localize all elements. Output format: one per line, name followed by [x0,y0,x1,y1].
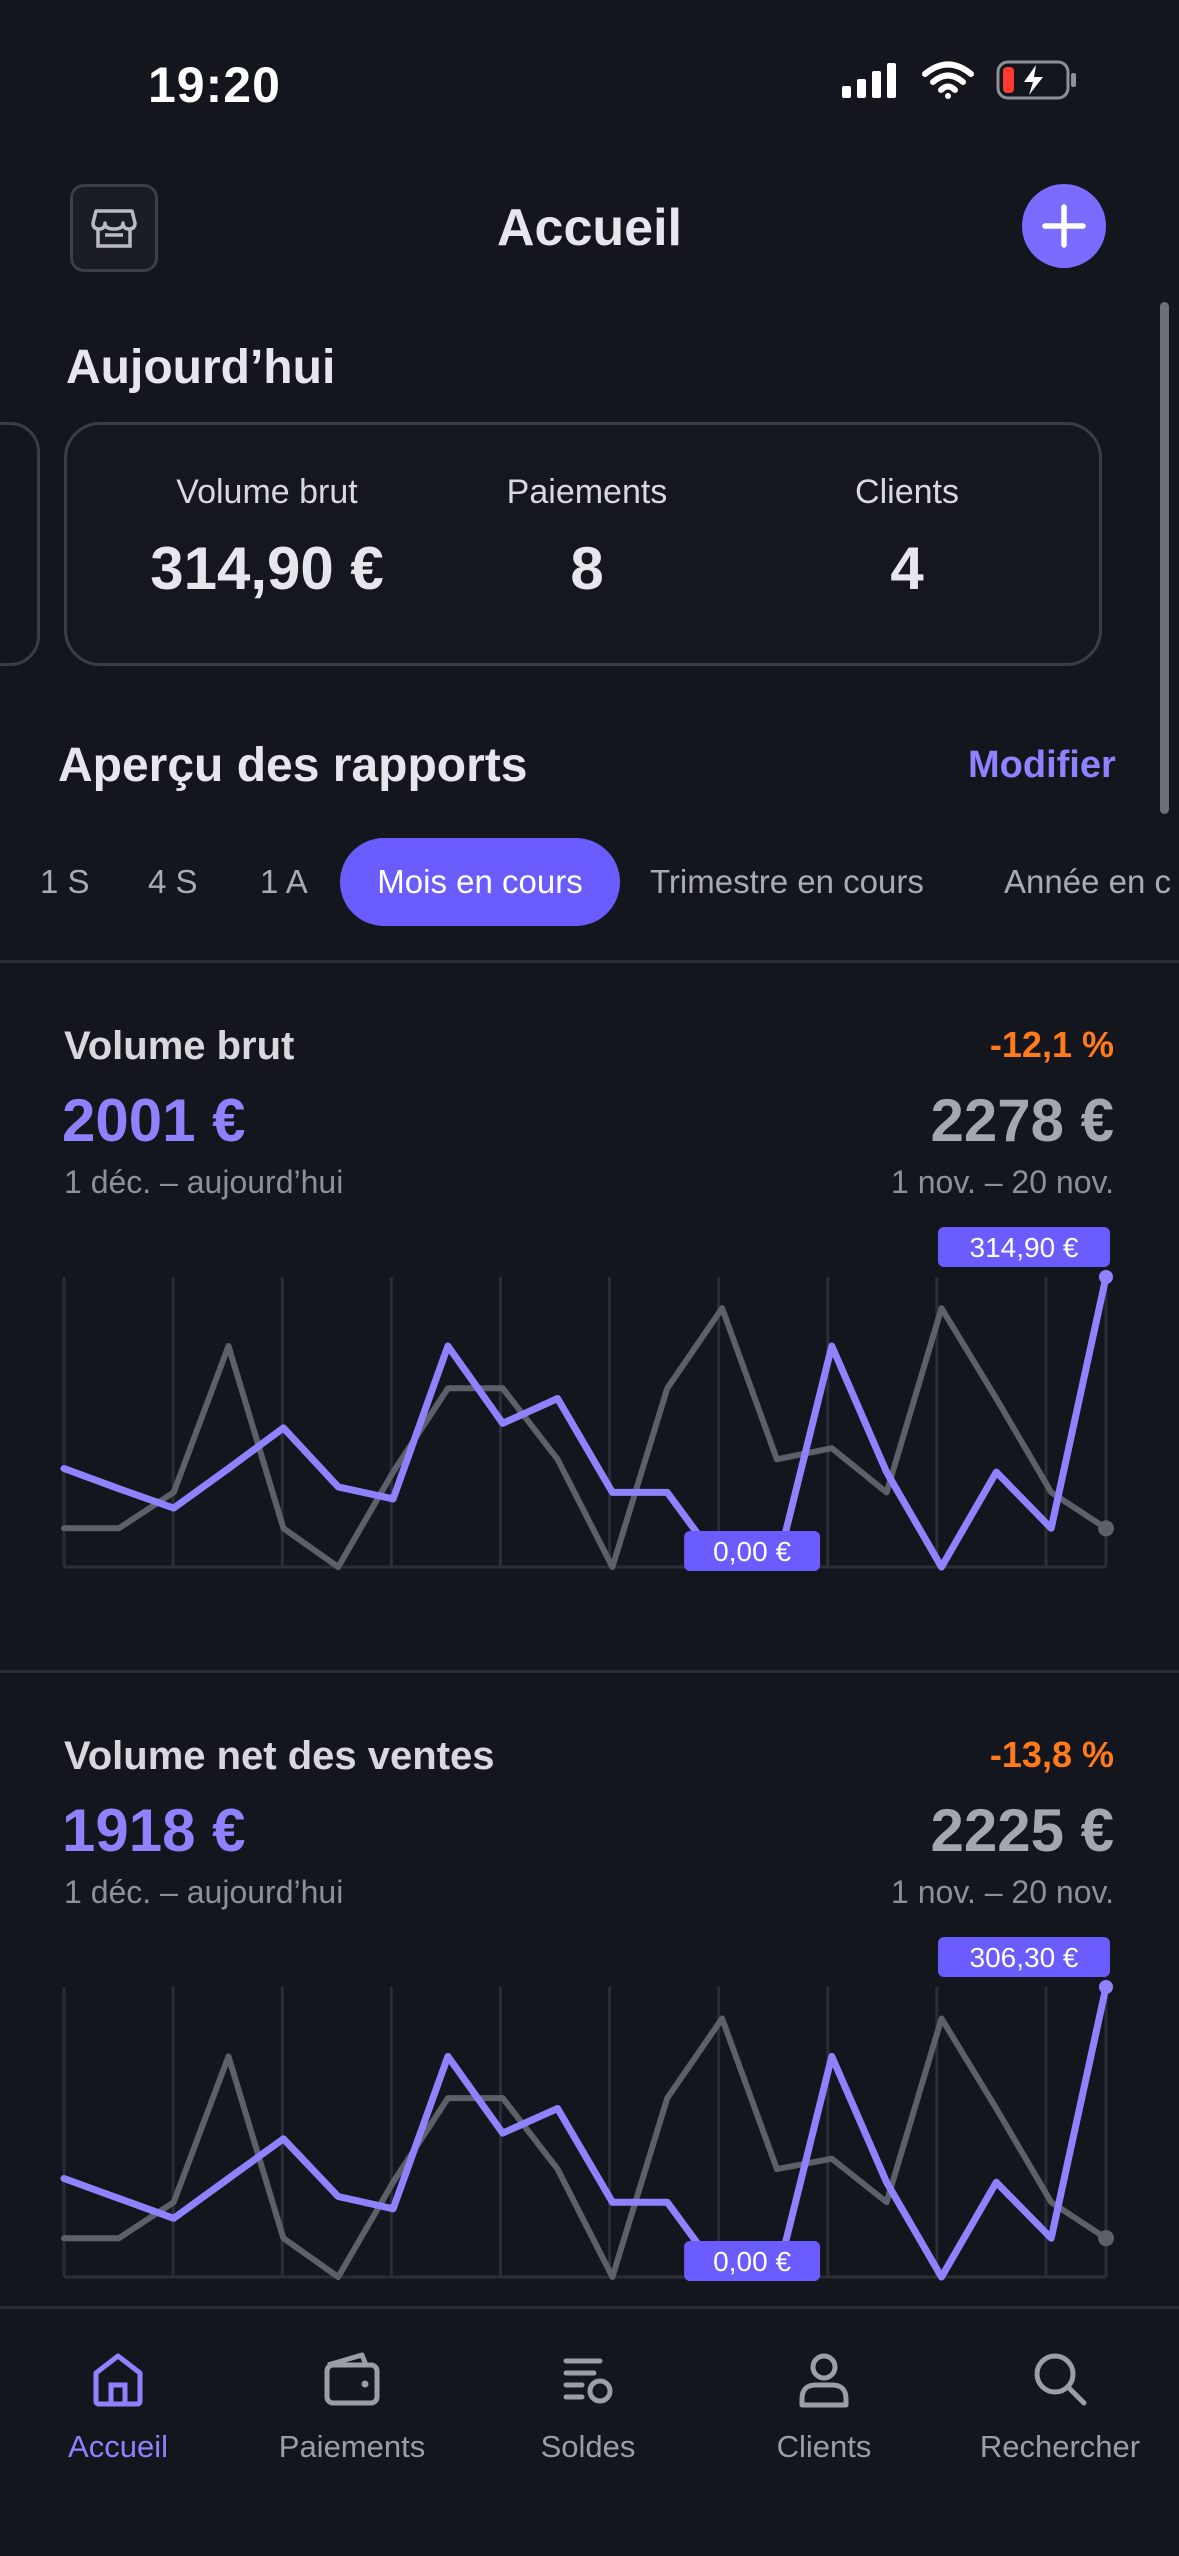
stat-label: Paiements [506,473,668,511]
chart-current-total: 1918 € [62,1797,246,1864]
status-icons [840,60,1078,100]
chart-previous-total: 2225 € [930,1797,1114,1864]
wallet-icon [324,2352,380,2406]
min-value-label-bg [684,2241,821,2281]
person-icon [799,2353,849,2408]
previous-end-point [1098,2230,1114,2247]
nav-search[interactable]: Rechercher [942,2339,1178,2465]
balance-icon [563,2358,613,2404]
tab-1-year[interactable]: 1 A [260,863,308,900]
nav-label: Soldes [540,2429,636,2464]
stat-payments: Paiements 8 [437,473,737,603]
min-value-label: 0,00 € [713,2246,791,2277]
nav-label: Rechercher [979,2429,1141,2464]
chart-current-range: 1 déc. – aujourd’hui [64,1874,344,1910]
stat-clients: Clients 4 [757,473,1057,603]
gross-volume-chart: 314,90 € 0,00 € [60,1227,1114,1571]
chart-title: Volume net des ventes [64,1734,495,1778]
today-title: Aujourd’hui [66,341,336,394]
previous-series-line [61,2015,1109,2280]
min-value-label: 0,00 € [713,1536,791,1567]
chart-current-total: 2001 € [62,1087,246,1154]
status-time: 19:20 [148,57,281,113]
cellular-signal-icon [842,63,896,98]
max-value-label: 314,90 € [970,1232,1079,1263]
current-end-point [1099,1980,1113,1994]
nav-payments[interactable]: Paiements [234,2339,470,2465]
reports-title: Aperçu des rapports [58,739,528,792]
tab-current-year[interactable]: Année en c [1004,863,1171,900]
current-end-point [1099,1270,1113,1284]
chart-previous-total: 2278 € [930,1087,1114,1154]
current-series-line [60,1983,1110,2281]
chart-change: -12,1 % [989,1024,1114,1065]
chart-current-range: 1 déc. – aujourd’hui [64,1164,344,1200]
tab-current-quarter[interactable]: Trimestre en cours [650,863,924,900]
max-value-label-bg [938,1937,1110,1977]
divider [0,960,1179,963]
battery-charging-icon [996,60,1076,100]
bottom-navigation: Accueil Paiements Soldes Clients [0,2306,1179,2556]
add-button[interactable] [1022,184,1106,268]
stat-label: Clients [855,473,959,511]
previous-series-line [61,1305,1109,1570]
chart-previous-range: 1 nov. – 20 nov. [891,1164,1114,1200]
store-button[interactable] [70,184,158,272]
app-header: Accueil [0,170,1179,290]
tab-1-week[interactable]: 1 S [40,863,90,900]
max-value-label-bg [938,1227,1110,1267]
stat-value: 4 [890,535,924,602]
stat-value: 8 [570,535,604,602]
modify-button[interactable]: Modifier [968,744,1116,786]
page-title: Accueil [497,199,682,257]
previous-end-point [1098,1520,1114,1537]
home-icon [93,2353,143,2407]
wifi-icon [922,61,974,99]
chart-section-gross-volume[interactable]: Volume brut -12,1 % 2001 € 2278 € 1 déc.… [0,1024,1179,1624]
chart-section-net-sales[interactable]: Volume net des ventes -13,8 % 1918 € 222… [0,1734,1179,2304]
current-series-line [60,1273,1110,1571]
chart-previous-range: 1 nov. – 20 nov. [891,1874,1114,1910]
nav-balances[interactable]: Soldes [470,2339,706,2465]
chart-title: Volume brut [64,1024,295,1068]
max-value-label: 306,30 € [970,1942,1079,1973]
previous-summary-card[interactable] [0,422,40,666]
net-sales-chart: 306,30 € 0,00 € [60,1937,1114,2281]
chart-change: -13,8 % [989,1734,1114,1775]
plus-icon [1042,204,1086,248]
storefront-icon [91,209,137,248]
scrollbar[interactable] [1160,302,1169,814]
stat-gross-volume: Volume brut 314,90 € [117,473,417,603]
tab-4-weeks[interactable]: 4 S [148,863,198,900]
divider [0,1670,1179,1673]
stat-label: Volume brut [176,473,358,511]
nav-label: Clients [776,2429,872,2464]
search-icon [1034,2353,1087,2406]
today-summary-card[interactable]: Volume brut 314,90 € Paiements 8 Clients… [64,422,1102,666]
nav-label: Paiements [278,2429,426,2464]
tab-current-month[interactable]: Mois en cours [340,838,620,926]
status-bar: 19:20 [0,0,1179,170]
stat-value: 314,90 € [150,535,384,602]
period-tabs: 1 S 4 S 1 A Mois en cours Trimestre en c… [0,838,1179,930]
nav-home[interactable]: Accueil [0,2339,236,2465]
min-value-label-bg [684,1531,821,1571]
nav-label: Accueil [68,2429,168,2464]
nav-clients[interactable]: Clients [706,2339,942,2465]
